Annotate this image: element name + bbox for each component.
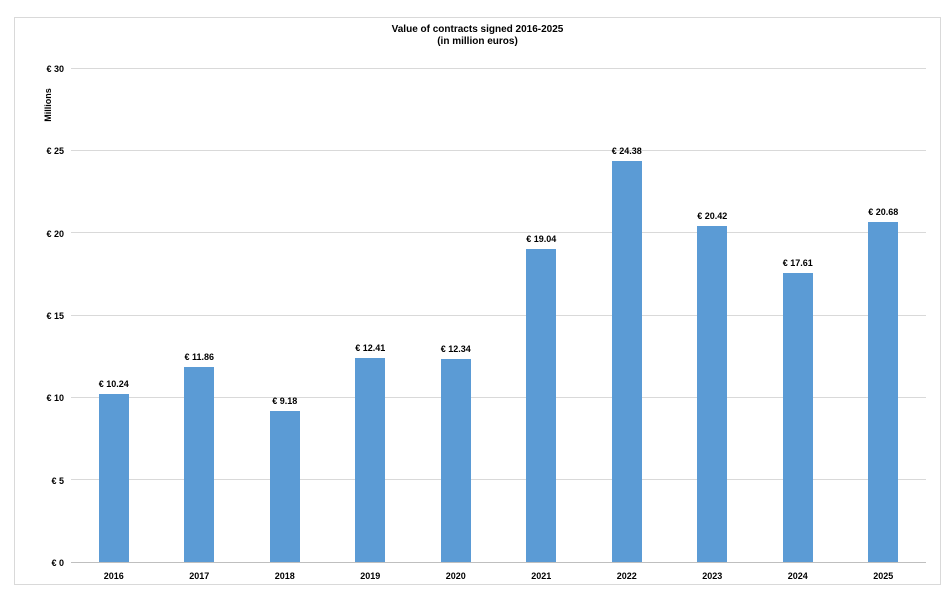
gridline bbox=[71, 396, 926, 398]
bar-2025 bbox=[868, 222, 899, 562]
y-axis-tick-label: € 25 bbox=[46, 146, 64, 157]
gridline bbox=[71, 68, 926, 69]
bar-data-label: € 9.18 bbox=[272, 396, 298, 407]
gridline bbox=[71, 314, 926, 316]
y-axis-tick-label: € 20 bbox=[46, 228, 64, 239]
bar-data-label: € 20.42 bbox=[697, 211, 728, 222]
bar-slot: € 10.24 bbox=[71, 69, 157, 562]
bar-2018 bbox=[269, 411, 300, 562]
plot-area: € 10.24 € 11.86 € 9.18 € 12.41 € 12.34 € 19.0… bbox=[71, 68, 927, 563]
bar-2024 bbox=[782, 272, 813, 562]
gridline bbox=[71, 232, 926, 234]
y-axis-tick-label: € 5 bbox=[51, 475, 64, 486]
chart-title-block: Value of contracts signed 2016-2025 (in … bbox=[15, 24, 940, 48]
bar-2017 bbox=[184, 367, 215, 562]
x-axis-tick-label: 2025 bbox=[873, 571, 894, 581]
x-axis-tick-label: 2022 bbox=[616, 571, 637, 581]
gridline bbox=[71, 478, 926, 480]
bar-data-label: € 20.68 bbox=[868, 207, 899, 218]
x-axis-tick-label: 2021 bbox=[531, 571, 552, 581]
bar-data-label: € 11.86 bbox=[184, 352, 215, 363]
bar-slot: € 19.04 bbox=[499, 69, 585, 562]
bar-slot: € 12.34 bbox=[413, 69, 499, 562]
y-axis-tick-labels: € 0 € 5 € 10 € 15 € 20 € 25 € 30 bbox=[15, 64, 64, 568]
bar-slot: € 17.61 bbox=[755, 69, 841, 562]
y-axis-tick-label: € 0 bbox=[51, 558, 64, 568]
x-axis-tick-label: 2016 bbox=[103, 571, 124, 581]
x-axis-tick-label: 2018 bbox=[274, 571, 295, 581]
x-axis-tick-label: 2019 bbox=[360, 571, 381, 581]
y-axis-tick-label: € 10 bbox=[46, 393, 64, 404]
bar-2022 bbox=[611, 161, 642, 562]
bar-data-label: € 12.41 bbox=[355, 343, 386, 354]
bar-data-label: € 17.61 bbox=[782, 257, 813, 268]
chart-title: Value of contracts signed 2016-2025 bbox=[391, 24, 564, 35]
x-axis-tick-label: 2020 bbox=[445, 571, 466, 581]
bar-2020 bbox=[440, 359, 471, 562]
chart-subtitle: (in million euros) bbox=[437, 36, 518, 47]
x-axis-tick-labels: 2016 2017 2018 2019 2020 2021 2022 2023 2024 2025 bbox=[71, 570, 926, 584]
bar-data-label: € 24.38 bbox=[611, 146, 642, 157]
bar-slot: € 20.42 bbox=[670, 69, 756, 562]
bar-slot: € 20.68 bbox=[841, 69, 927, 562]
bar-slot: € 12.41 bbox=[328, 69, 414, 562]
bar-2023 bbox=[697, 226, 728, 562]
x-axis-tick-label: 2024 bbox=[787, 571, 808, 581]
bar-2019 bbox=[355, 358, 386, 562]
bar-slot: € 9.18 bbox=[242, 69, 328, 562]
bar-2016 bbox=[98, 393, 129, 562]
chart-frame: Value of contracts signed 2016-2025 (in … bbox=[14, 17, 941, 585]
bar-data-label: € 12.34 bbox=[440, 344, 471, 355]
bar-2021 bbox=[526, 249, 557, 562]
bar-slot: € 11.86 bbox=[157, 69, 243, 562]
y-axis-tick-label: € 30 bbox=[46, 64, 64, 74]
bar-slot: € 24.38 bbox=[584, 69, 670, 562]
gridline bbox=[71, 150, 926, 152]
x-axis-tick-label: 2017 bbox=[189, 571, 210, 581]
bar-data-label: € 10.24 bbox=[98, 378, 129, 389]
x-axis-tick-label: 2023 bbox=[702, 571, 723, 581]
bar-data-label: € 19.04 bbox=[526, 234, 557, 245]
y-axis-tick-label: € 15 bbox=[46, 311, 64, 321]
